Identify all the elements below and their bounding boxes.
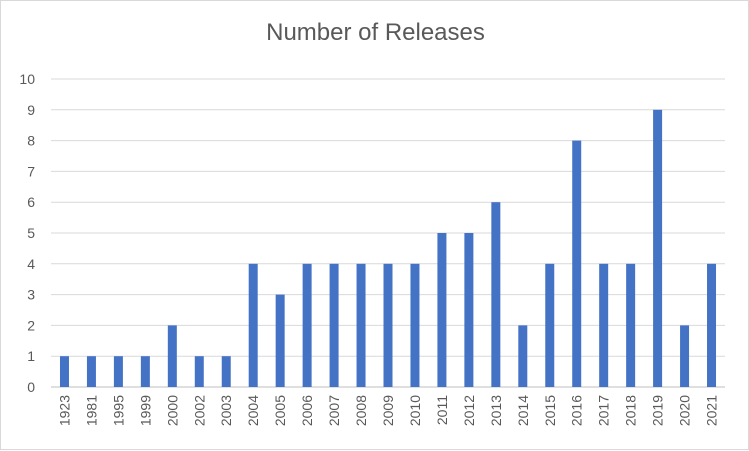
x-tick-label: 2012 bbox=[461, 395, 477, 426]
bar-1999 bbox=[140, 356, 150, 387]
y-tick-label: 6 bbox=[27, 194, 35, 210]
x-tick-label: 2000 bbox=[164, 395, 180, 426]
x-tick-label: 2010 bbox=[407, 395, 423, 426]
y-tick-label: 9 bbox=[27, 102, 35, 118]
bar-2002 bbox=[194, 356, 204, 387]
x-tick-label: 1981 bbox=[83, 395, 99, 426]
x-tick-label: 2008 bbox=[353, 395, 369, 426]
y-tick-label: 8 bbox=[27, 133, 35, 149]
x-tick-label: 2004 bbox=[245, 395, 261, 426]
x-tick-label: 1999 bbox=[137, 395, 153, 426]
y-tick-label: 2 bbox=[27, 317, 35, 333]
bar-2018 bbox=[626, 263, 636, 387]
x-tick-label: 1995 bbox=[110, 395, 126, 426]
bar-2000 bbox=[167, 325, 177, 387]
bar-2003 bbox=[221, 356, 231, 387]
x-tick-label: 2006 bbox=[299, 395, 315, 426]
bar-1981 bbox=[86, 356, 96, 387]
bar-2006 bbox=[302, 263, 312, 387]
x-tick-label: 2002 bbox=[191, 395, 207, 426]
bar-2016 bbox=[572, 140, 582, 387]
x-tick-label: 2016 bbox=[569, 395, 585, 426]
bar-1995 bbox=[113, 356, 123, 387]
y-tick-label: 1 bbox=[27, 348, 35, 364]
x-tick-label: 1923 bbox=[56, 395, 72, 426]
bar-2007 bbox=[329, 263, 339, 387]
x-tick-label: 2015 bbox=[542, 395, 558, 426]
x-tick-label: 2003 bbox=[218, 395, 234, 426]
bar-2021 bbox=[707, 263, 717, 387]
bar-1923 bbox=[59, 356, 69, 387]
bar-2017 bbox=[599, 263, 609, 387]
y-tick-label: 4 bbox=[27, 256, 35, 272]
x-tick-label: 2005 bbox=[272, 395, 288, 426]
y-tick-label: 7 bbox=[27, 163, 35, 179]
bar-2013 bbox=[491, 202, 501, 387]
x-tick-label: 2018 bbox=[623, 395, 639, 426]
bar-2008 bbox=[356, 263, 366, 387]
x-tick-label: 2014 bbox=[515, 395, 531, 426]
bar-2014 bbox=[518, 325, 528, 387]
x-tick-label: 2011 bbox=[434, 395, 450, 425]
y-tick-label: 5 bbox=[27, 225, 35, 241]
bar-2012 bbox=[464, 233, 474, 387]
bar-2020 bbox=[680, 325, 690, 387]
bar-2011 bbox=[437, 233, 447, 387]
bar-2009 bbox=[383, 263, 393, 387]
y-tick-label: 3 bbox=[27, 287, 35, 303]
x-tick-label: 2021 bbox=[704, 395, 720, 426]
bar-2005 bbox=[275, 294, 285, 387]
x-tick-label: 2019 bbox=[650, 395, 666, 426]
chart-title: Number of Releases bbox=[266, 19, 485, 46]
y-tick-label: 10 bbox=[19, 71, 35, 87]
bar-2019 bbox=[653, 109, 663, 388]
bar-2015 bbox=[545, 263, 555, 387]
x-tick-label: 2009 bbox=[380, 395, 396, 426]
x-tick-label: 2007 bbox=[326, 395, 342, 426]
x-tick-label: 2020 bbox=[677, 395, 693, 426]
y-tick-label: 0 bbox=[27, 379, 35, 395]
bar-2004 bbox=[248, 263, 258, 387]
x-tick-label: 2017 bbox=[596, 395, 612, 426]
x-tick-label: 2013 bbox=[488, 395, 504, 426]
bar-2010 bbox=[410, 263, 420, 387]
